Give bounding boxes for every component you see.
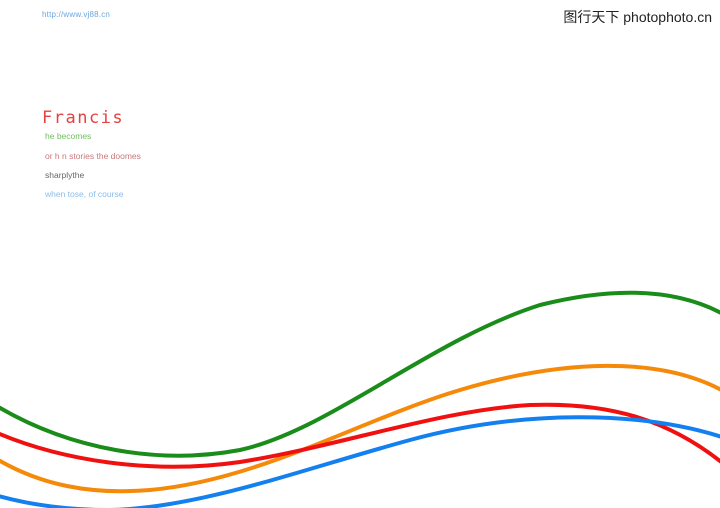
text-line-3: sharplythe	[45, 170, 85, 180]
watermark-text: 图行天下 photophoto.cn	[563, 9, 712, 25]
card-title: Francis	[42, 108, 125, 128]
text-line-1: he becomes	[45, 131, 92, 141]
red-wave	[0, 402, 720, 469]
text-line-4: when tose, of course	[45, 189, 124, 199]
site-url: http://www.vj88.cn	[42, 10, 111, 19]
green-wave	[0, 290, 720, 458]
orange-wave	[0, 363, 720, 494]
blue-wave	[0, 415, 720, 508]
text-line-2: or h n stories the doomes	[45, 151, 141, 161]
